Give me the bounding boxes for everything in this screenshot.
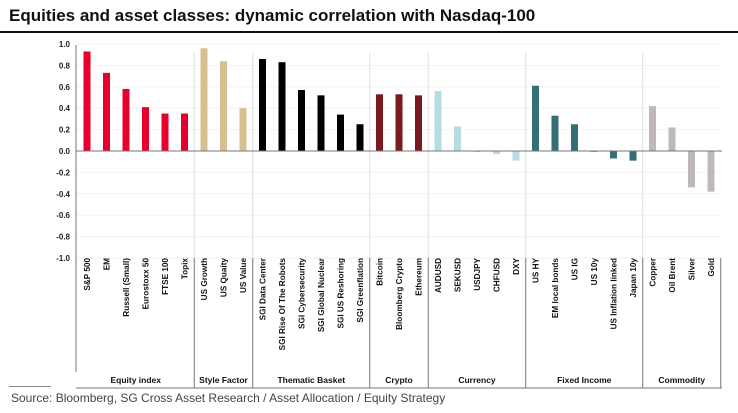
bar (493, 151, 500, 155)
bar (161, 113, 169, 151)
category-label: Japan 10y (629, 258, 638, 298)
category-label: EM local bonds (551, 258, 560, 318)
category-label: US Inflation linked (610, 258, 619, 329)
bar (142, 107, 149, 151)
group-label: Currency (458, 375, 496, 385)
bar (512, 151, 520, 161)
category-label: SGI Data Center (259, 257, 268, 320)
category-label: SGI Rise Of The Robots (278, 258, 287, 351)
category-label: Ethereum (415, 258, 424, 296)
category-label: SGI Cybersecurity (298, 258, 307, 329)
category-label: SGI Greenflation (356, 258, 365, 323)
bar (103, 72, 110, 151)
category-label: US IG (571, 258, 580, 280)
group-label: Style Factor (199, 375, 248, 385)
bar (551, 115, 559, 151)
group-label: Equity index (110, 375, 161, 385)
category-label: SEKUSD (454, 258, 463, 292)
bar (200, 48, 208, 151)
y-tick-label: 0.6 (59, 83, 71, 92)
group-label: Fixed Income (557, 375, 612, 385)
bar (415, 95, 422, 151)
bar (181, 113, 188, 151)
bar-chart: 1.0 0.8 0.6 0.4 0.2 0.0 -0.2 -0.4 -0.6 -0.8 -1.0 S&… (56, 40, 722, 389)
bar (571, 124, 578, 151)
category-label: US Growth (200, 258, 209, 300)
bar (473, 151, 481, 153)
category-label: USDJPY (473, 257, 482, 290)
category-label: Bitcoin (376, 258, 385, 286)
bar (629, 151, 637, 161)
y-tick-label: -1.0 (56, 254, 70, 263)
bar (317, 95, 325, 151)
category-label: SGI Global Nuclear (317, 257, 326, 332)
category-label: CHFUSD (493, 258, 502, 292)
y-tick-label: -0.4 (56, 190, 70, 199)
bar (239, 108, 247, 151)
category-label: Silver (688, 257, 697, 280)
group-label: Crypto (385, 375, 412, 385)
y-tick-label: -0.8 (56, 233, 70, 242)
bar (454, 126, 461, 151)
bar (259, 58, 266, 152)
bar (298, 90, 305, 151)
bar (278, 62, 286, 151)
category-label: S&P 500 (83, 258, 92, 291)
category-label: FTSE 100 (161, 258, 170, 295)
category-label: Copper (649, 257, 658, 286)
y-tick-label: 1.0 (59, 40, 71, 49)
bar (356, 124, 364, 151)
bar (668, 127, 676, 151)
bar (122, 88, 130, 151)
category-label: Oil Brent (668, 258, 677, 293)
bar (434, 91, 442, 151)
category-label: SGI US Reshoring (337, 258, 346, 329)
bar (337, 114, 344, 151)
bar (707, 151, 715, 192)
category-label: Gold (707, 258, 716, 277)
bar (688, 151, 695, 188)
category-label: US Value (239, 258, 248, 293)
category-label: DXY (512, 257, 521, 274)
bar (220, 61, 227, 152)
group-label: Commodity (658, 375, 705, 385)
category-label: Russell (Small) (122, 258, 131, 317)
bar (610, 151, 617, 159)
title-rule (0, 31, 738, 33)
category-label: Topix (181, 258, 190, 280)
category-label: EM (103, 258, 112, 270)
category-label: US 10y (590, 258, 599, 286)
y-tick-label: -0.2 (56, 168, 70, 177)
category-label: US Quaity (220, 258, 229, 298)
bar (649, 106, 656, 151)
category-label: Eurostoxx 50 (142, 258, 151, 310)
y-tick-label: 0.8 (59, 61, 71, 70)
chart-title: Equities and asset classes: dynamic corr… (9, 6, 536, 25)
group-label: Thematic Basket (277, 375, 345, 385)
bar (376, 94, 383, 151)
y-tick-label: 0.0 (59, 147, 71, 156)
y-tick-label: 0.2 (59, 126, 71, 135)
category-label: AUDUSD (434, 258, 443, 293)
bar (83, 51, 91, 151)
category-label: Bloomberg Crypto (395, 258, 404, 330)
bar (532, 85, 539, 151)
bar (395, 94, 403, 151)
source-divider (9, 386, 51, 387)
category-label: US HY (532, 257, 541, 283)
source-note: Source: Bloomberg, SG Cross Asset Resear… (11, 391, 446, 405)
y-tick-label: -0.6 (56, 211, 70, 220)
y-tick-label: 0.4 (59, 104, 71, 113)
